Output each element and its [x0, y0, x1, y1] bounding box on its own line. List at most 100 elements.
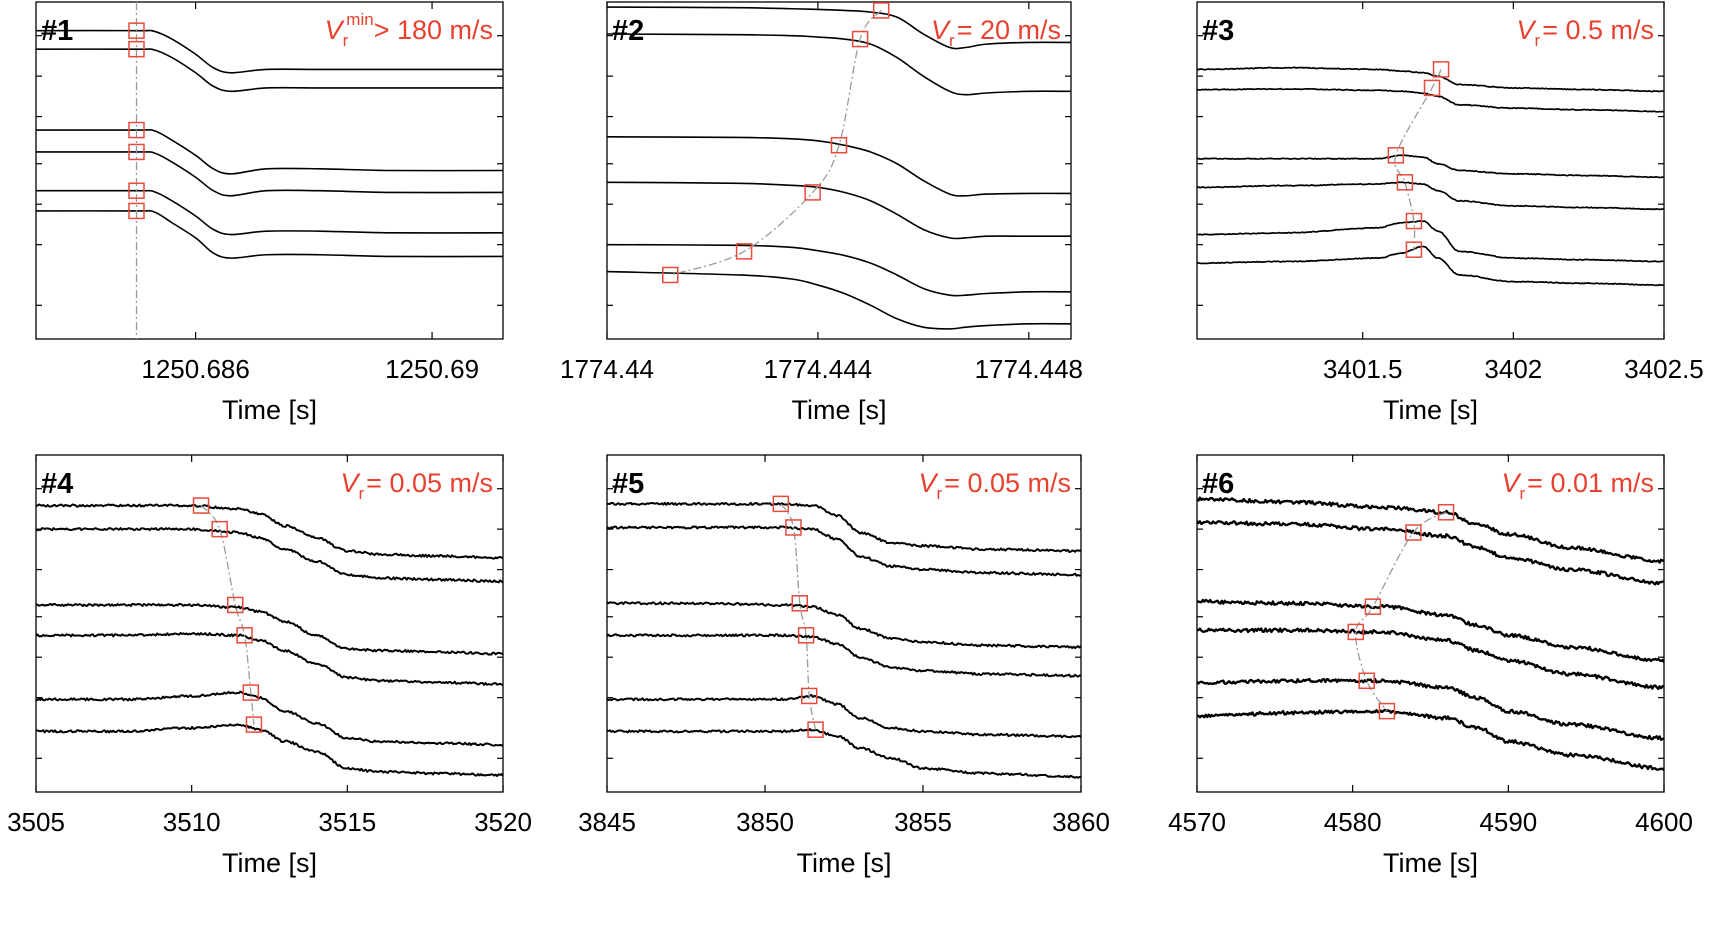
- x-tick-label: 1774.44: [560, 354, 654, 384]
- onset-marker: [128, 40, 145, 58]
- x-tick-label: 4600: [1635, 807, 1693, 837]
- x-tick-label: 3505: [7, 807, 65, 837]
- speed-value: > 180 m/s: [374, 15, 493, 45]
- x-tick-label: 3401.5: [1323, 354, 1403, 384]
- onset-marker: [785, 519, 802, 536]
- speed-value: = 0.05 m/s: [366, 468, 493, 498]
- trace-line-2: [1197, 520, 1664, 586]
- onset-marker: [1387, 147, 1405, 164]
- traces: [1197, 66, 1664, 287]
- speed-symbol: V: [931, 15, 952, 45]
- x-tick-label: 3510: [163, 807, 221, 837]
- trace-line-2: [1197, 87, 1664, 113]
- onset-connector: [1394, 69, 1442, 250]
- x-tick-label: 3860: [1052, 807, 1110, 837]
- trace-line-6: [607, 270, 1071, 330]
- trace-line-4: [1197, 181, 1664, 211]
- speed-symbol: V: [1501, 468, 1522, 498]
- speed-value: = 20 m/s: [957, 15, 1061, 45]
- onset-marker: [211, 520, 228, 538]
- onset-marker: [800, 687, 818, 705]
- speed-annotation: Vr= 0.01 m/s: [1501, 468, 1654, 503]
- onset-marker: [1432, 61, 1450, 78]
- onset-marker: [772, 495, 790, 513]
- speed-subscript: r: [937, 484, 943, 503]
- trace-line-3: [1197, 598, 1664, 663]
- speed-subscript: r: [1535, 31, 1541, 50]
- speed-symbol: V: [918, 468, 939, 498]
- onset-connector: [200, 505, 255, 725]
- trace-line-5: [1197, 220, 1664, 263]
- onset-marker: [735, 243, 753, 260]
- x-tick-label: 4580: [1324, 807, 1382, 837]
- x-axis-label: Time [s]: [1383, 848, 1478, 878]
- onset-marker: [1437, 504, 1455, 521]
- traces: [36, 2, 503, 339]
- panel-1: 1250.686 1250.69 Time [s] #1 Vr min> 180 m/s: [35, 1, 504, 425]
- trace-line-6: [607, 728, 1081, 779]
- onset-marker: [1405, 212, 1423, 230]
- trace-line-1: [1197, 66, 1664, 93]
- onset-marker: [1423, 79, 1441, 97]
- trace-line-6: [36, 209, 503, 259]
- x-tick-label: 1774.444: [764, 354, 872, 384]
- onset-marker: [128, 202, 145, 220]
- trace-line-2: [607, 33, 1071, 96]
- plot-frame: [606, 1, 1072, 340]
- trace-line-4: [36, 151, 503, 197]
- x-tick-label: 1250.69: [385, 354, 479, 384]
- panel-label: #5: [612, 468, 644, 500]
- plot-frame: [1196, 454, 1665, 793]
- panel-4: 3505 3510 3515 3520 Time [s] #4 Vr= 0.05 m/s: [7, 454, 532, 878]
- onset-marker: [1378, 702, 1396, 720]
- trace-line-6: [1197, 708, 1664, 771]
- trace-line-3: [607, 601, 1081, 650]
- panel-label: #3: [1202, 15, 1234, 47]
- plot-frame: [1196, 1, 1665, 340]
- x-tick-label: 3845: [578, 807, 636, 837]
- onset-marker: [804, 184, 821, 201]
- panel-label: #4: [41, 468, 73, 500]
- onset-marker: [797, 627, 815, 644]
- panel-6: 4570 4580 4590 4600 Time [s] #6 Vr= 0.01 m/s: [1168, 454, 1693, 878]
- onset-connector: [780, 503, 817, 730]
- trace-line-3: [1197, 154, 1664, 179]
- trace-line-4: [607, 633, 1081, 678]
- trace-line-2: [607, 525, 1081, 577]
- trace-line-3: [36, 129, 503, 175]
- traces: [36, 503, 503, 778]
- x-tick-label: 1250.686: [141, 354, 249, 384]
- trace-line-6: [1197, 245, 1664, 287]
- onset-marker: [242, 684, 260, 701]
- speed-subscript: r: [343, 31, 349, 50]
- trace-line-5: [36, 690, 503, 747]
- traces: [1197, 496, 1664, 771]
- onset-marker: [128, 143, 145, 161]
- trace-line-4: [1197, 627, 1664, 691]
- speed-value: = 0.01 m/s: [1527, 468, 1654, 498]
- speed-symbol: V: [340, 468, 361, 498]
- onset-marker: [245, 716, 263, 733]
- panel-5: 3845 3850 3855 3860 Time [s] #5 Vr= 0.05 m/s: [578, 454, 1110, 878]
- x-tick-label: 3402: [1484, 354, 1542, 384]
- trace-line-5: [607, 693, 1081, 739]
- onset-marker: [791, 595, 809, 612]
- trace-line-5: [607, 243, 1071, 297]
- x-tick-label: 3855: [894, 807, 952, 837]
- x-axis-label: Time [s]: [796, 848, 891, 878]
- x-tick-label: 3850: [736, 807, 794, 837]
- onset-marker: [830, 136, 848, 154]
- trace-line-3: [36, 602, 503, 656]
- trace-line-2: [36, 48, 503, 93]
- onset-marker: [128, 22, 145, 39]
- speed-value: = 0.05 m/s: [944, 468, 1071, 498]
- onset-marker: [851, 30, 869, 48]
- speed-annotation: Vr min> 180 m/s: [325, 10, 493, 50]
- onset-marker: [1347, 623, 1365, 641]
- x-tick-label: 3520: [474, 807, 532, 837]
- panel-3: 3401.5 3402 3402.5 Time [s] #3 Vr= 0.5 m/s: [1196, 1, 1704, 425]
- speed-symbol: V: [325, 15, 346, 45]
- speed-annotation: Vr= 0.05 m/s: [340, 468, 493, 503]
- speed-annotation: Vr= 20 m/s: [931, 15, 1061, 50]
- speed-superscript: min: [346, 10, 373, 29]
